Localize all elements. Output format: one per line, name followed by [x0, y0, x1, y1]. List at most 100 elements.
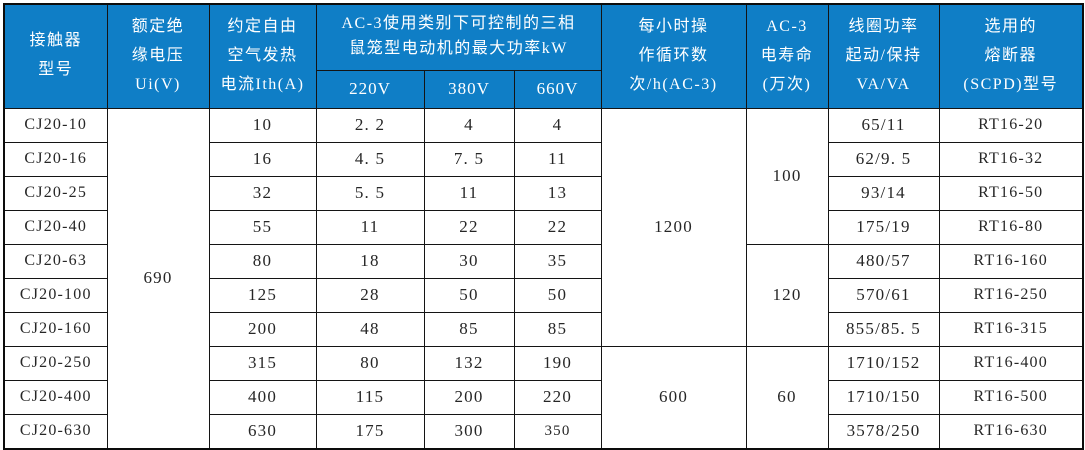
- cell-ith: 125: [208, 277, 317, 313]
- cell-fuse: RT16-630: [938, 413, 1084, 449]
- table-row: CJ20-63 80 18 30 35 120 480/57 RT16-160: [3, 243, 1084, 347]
- cell-power-220v: 115: [315, 379, 425, 415]
- contactor-spec-table: 接触器 型号 额定绝 缘电压 Ui(V) 约定自由 空气发热 电流Ith(A) …: [3, 3, 1084, 450]
- cell-power-220v: 80: [315, 345, 425, 381]
- cell-power-220v: 28: [315, 277, 425, 313]
- cell-fuse: RT16-400: [938, 345, 1084, 381]
- table-row: CJ20-16 16 4. 5 7. 5 11 62/9. 5 RT16-32: [3, 141, 1084, 177]
- cell-power-380v: 132: [423, 345, 515, 381]
- header-row-voltages: 220V 380V 660V: [4, 69, 1083, 109]
- cell-coil-power: 93/14: [827, 175, 940, 211]
- table-row: CJ20-160 200 48 85 85 855/85. 5 RT16-315: [3, 311, 1084, 347]
- cell-cycles-merged-1200: 1200: [600, 107, 747, 347]
- table-row: CJ20-25 32 5. 5 11 13 93/14 RT16-50: [3, 175, 1084, 211]
- cell-power-660v: 50: [513, 277, 602, 313]
- cell-model: CJ20-630: [3, 413, 108, 449]
- cell-fuse: RT16-32: [938, 141, 1084, 177]
- header-contactor-model: 接触器 型号: [3, 3, 108, 109]
- table-row: CJ20-10 690 10 2. 2 4 4 1200 100 65/11 R…: [3, 107, 1084, 449]
- cell-ith: 32: [208, 175, 317, 211]
- cell-ith: 55: [208, 209, 317, 245]
- page: 接触器 型号 额定绝 缘电压 Ui(V) 约定自由 空气发热 电流Ith(A) …: [3, 3, 1084, 450]
- cell-coil-power: 3578/250: [827, 413, 940, 449]
- cell-power-380v: 85: [423, 311, 515, 347]
- cell-model: CJ20-63: [3, 243, 108, 279]
- cell-coil-power: 855/85. 5: [827, 311, 940, 347]
- cell-ith: 315: [208, 345, 317, 381]
- cell-fuse: RT16-50: [938, 175, 1084, 211]
- cell-power-660v: 35: [513, 243, 602, 279]
- cell-power-220v: 18: [315, 243, 425, 279]
- cell-power-220v: 48: [315, 311, 425, 347]
- cell-coil-power: 570/61: [827, 277, 940, 313]
- cell-ith: 16: [208, 141, 317, 177]
- cell-life-merged-60: 60: [745, 345, 829, 449]
- header-coil-power: 线圈功率 起动/保持 VA/VA: [827, 3, 940, 109]
- cell-coil-power: 62/9. 5: [827, 141, 940, 177]
- header-electrical-life: AC-3 电寿命 (万次): [745, 3, 829, 109]
- cell-model: CJ20-16: [3, 141, 108, 177]
- header-thermal-current: 约定自由 空气发热 电流Ith(A): [208, 3, 317, 109]
- table-row: CJ20-100 125 28 50 50 570/61 RT16-250: [3, 277, 1084, 313]
- cell-power-220v: 4. 5: [315, 141, 425, 177]
- cell-model: CJ20-100: [3, 277, 108, 313]
- cell-power-660v: 85: [513, 311, 602, 347]
- cell-model: CJ20-400: [3, 379, 108, 415]
- cell-fuse: RT16-315: [938, 311, 1084, 347]
- cell-ith: 80: [208, 243, 317, 279]
- table-body: CJ20-10 690 10 2. 2 4 4 1200 100 65/11 R…: [3, 107, 1084, 449]
- cell-power-220v: 2. 2: [315, 107, 425, 143]
- cell-ith: 10: [208, 107, 317, 143]
- cell-coil-power: 175/19: [827, 209, 940, 245]
- table-header: 接触器 型号 额定绝 缘电压 Ui(V) 约定自由 空气发热 电流Ith(A) …: [3, 3, 1084, 109]
- cell-power-380v: 200: [423, 379, 515, 415]
- cell-life-merged-100: 100: [745, 107, 829, 245]
- header-cycles-per-hour: 每小时操 作循环数 次/h(AC-3): [600, 3, 747, 109]
- cell-model: CJ20-10: [3, 107, 108, 143]
- cell-power-380v: 50: [423, 277, 515, 313]
- cell-power-380v: 30: [423, 243, 515, 279]
- header-row-top: 接触器 型号 额定绝 缘电压 Ui(V) 约定自由 空气发热 电流Ith(A) …: [3, 3, 1084, 109]
- table-row: CJ20-400 400 115 200 220 1710/150 RT16-5…: [3, 379, 1084, 415]
- header-220v: 220V: [315, 69, 425, 109]
- cell-power-660v: 220: [513, 379, 602, 415]
- cell-power-220v: 5. 5: [315, 175, 425, 211]
- cell-ith: 400: [208, 379, 317, 415]
- cell-model: CJ20-40: [3, 209, 108, 245]
- cell-coil-power: 65/11: [827, 107, 940, 143]
- cell-power-660v: 13: [513, 175, 602, 211]
- cell-power-380v: 11: [423, 175, 515, 211]
- cell-ui-voltage-merged: 690: [106, 107, 210, 449]
- header-ac3-max-power: AC-3使用类别下可控制的三相 鼠笼型电动机的最大功率kW: [315, 3, 602, 71]
- header-660v: 660V: [513, 69, 602, 109]
- header-fuse-type: 选用的 熔断器 (SCPD)型号: [938, 3, 1084, 109]
- cell-power-660v: 350: [513, 413, 602, 449]
- cell-fuse: RT16-500: [938, 379, 1084, 415]
- table-row: CJ20-40 55 11 22 22 175/19 RT16-80: [3, 209, 1084, 245]
- cell-power-660v: 11: [513, 141, 602, 177]
- cell-fuse: RT16-160: [938, 243, 1084, 279]
- cell-cycles-merged-600: 600: [600, 345, 747, 449]
- cell-model: CJ20-250: [3, 345, 108, 381]
- cell-model: CJ20-160: [3, 311, 108, 347]
- cell-power-380v: 4: [423, 107, 515, 143]
- header-380v: 380V: [423, 69, 515, 109]
- cell-model: CJ20-25: [3, 175, 108, 211]
- cell-coil-power: 1710/152: [827, 345, 940, 381]
- cell-power-380v: 22: [423, 209, 515, 245]
- cell-coil-power: 480/57: [827, 243, 940, 279]
- cell-power-660v: 190: [513, 345, 602, 381]
- cell-power-660v: 4: [513, 107, 602, 143]
- table-row: CJ20-250 315 80 132 190 600 60 1710/152 …: [3, 345, 1084, 449]
- cell-life-merged-120: 120: [745, 243, 829, 347]
- cell-coil-power: 1710/150: [827, 379, 940, 415]
- cell-power-380v: 7. 5: [423, 141, 515, 177]
- cell-power-220v: 11: [315, 209, 425, 245]
- cell-power-220v: 175: [315, 413, 425, 449]
- cell-fuse: RT16-20: [938, 107, 1084, 143]
- header-rated-insulation-voltage: 额定绝 缘电压 Ui(V): [106, 3, 210, 109]
- cell-power-660v: 22: [513, 209, 602, 245]
- cell-ith: 630: [208, 413, 317, 449]
- cell-power-380v: 300: [423, 413, 515, 449]
- cell-ith: 200: [208, 311, 317, 347]
